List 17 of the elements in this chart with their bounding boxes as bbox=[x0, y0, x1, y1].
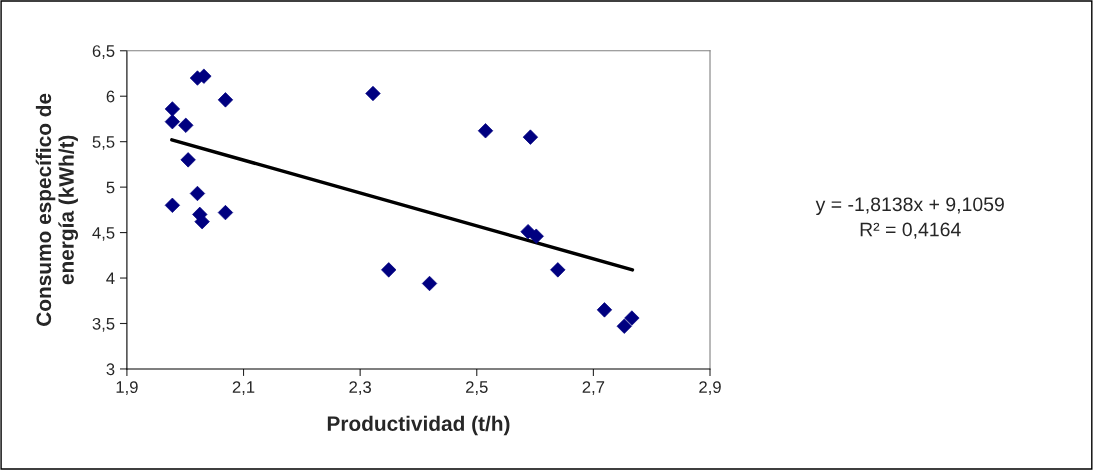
y-tick-label: 4 bbox=[106, 272, 115, 285]
y-tick-label: 5 bbox=[106, 181, 115, 194]
x-tick-label: 2,1 bbox=[232, 381, 255, 395]
x-tick-label: 2,9 bbox=[699, 381, 721, 395]
x-tick-label: 2,3 bbox=[349, 381, 371, 395]
x-axis-title: Productividad (t/h) bbox=[327, 415, 510, 436]
y-tick-label: 6 bbox=[106, 90, 115, 103]
x-tick-label: 1,9 bbox=[116, 381, 138, 395]
x-tick-label: 2,5 bbox=[466, 381, 488, 395]
y-tick-label: 5,5 bbox=[92, 136, 115, 150]
y-tick-label: 3,5 bbox=[92, 317, 115, 332]
x-tick-label: 2,7 bbox=[582, 381, 605, 395]
y-tick-label: 3 bbox=[106, 363, 115, 376]
y-axis-title: Consumo específico de energía (kWh/t) bbox=[35, 93, 79, 326]
y-tick-label: 4,5 bbox=[92, 227, 115, 241]
y-tick-label: 6,5 bbox=[92, 45, 115, 59]
text: y = -1,8138x + 9,1059 R² = 0,4164 bbox=[815, 197, 1004, 239]
